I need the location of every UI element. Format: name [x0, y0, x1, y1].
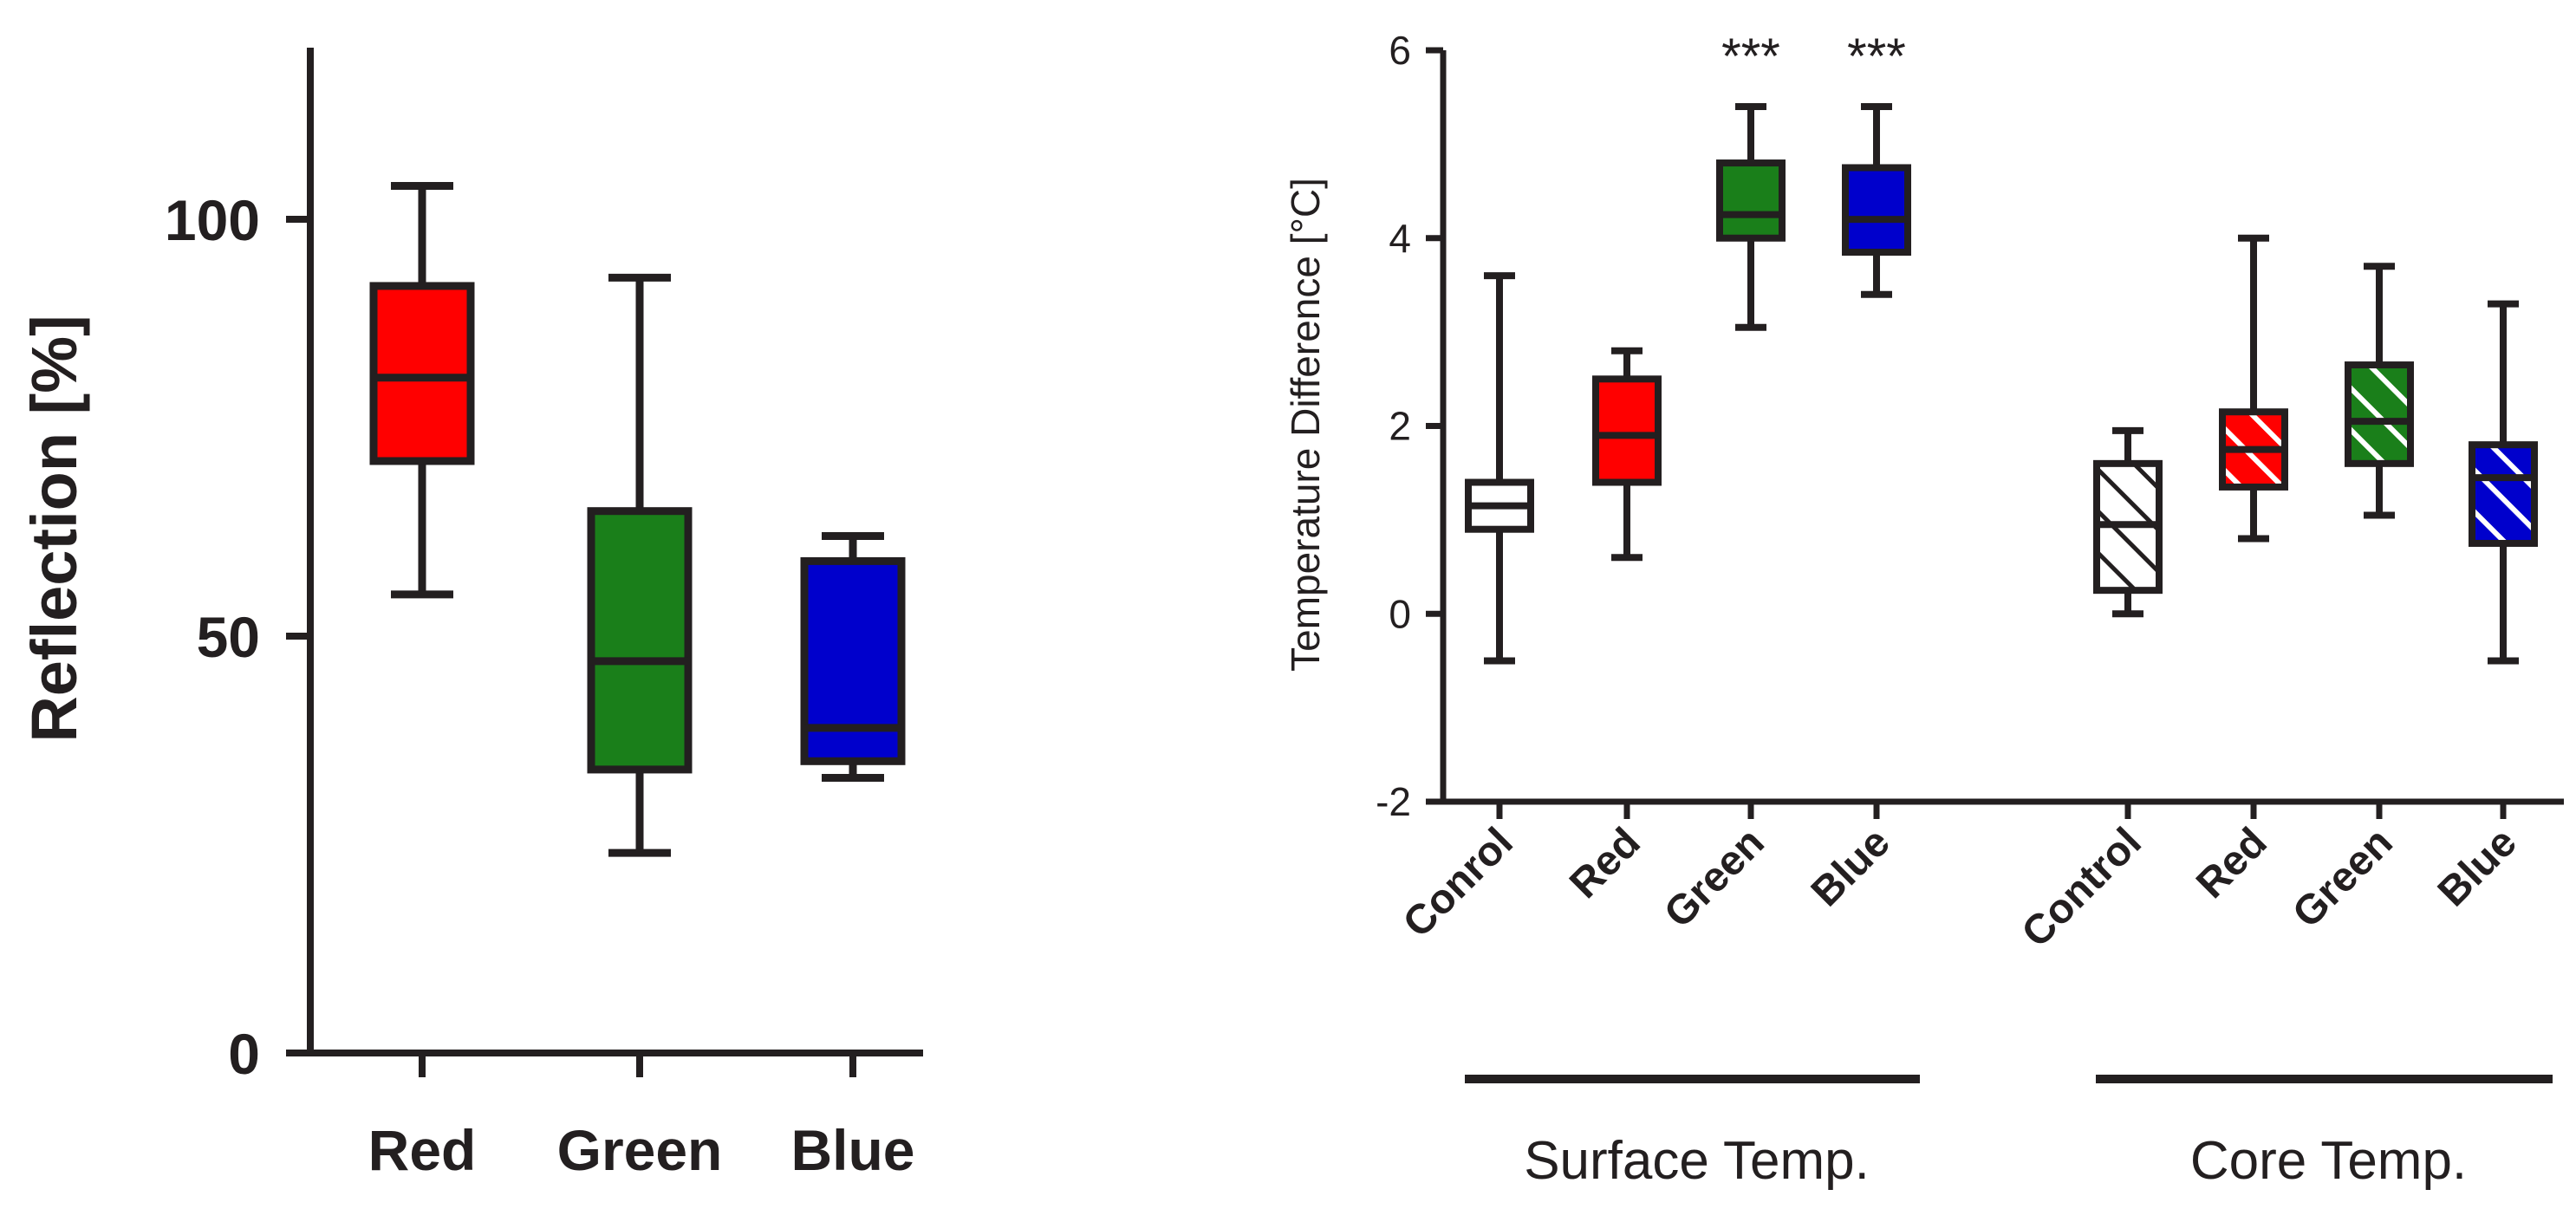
x-tick-label: Conrol [1395, 819, 1522, 946]
box-plot-red [369, 182, 475, 599]
box-outline [2469, 441, 2538, 547]
box-plot-green [2345, 263, 2414, 519]
box-iqr [591, 510, 688, 770]
group-label: Surface Temp. [1524, 1131, 1870, 1191]
box-outline [1842, 164, 1911, 257]
box-outline [2345, 361, 2414, 467]
x-tick-label: Green [2284, 819, 2402, 937]
box-plot-green [587, 273, 693, 857]
box-plot-blue [1842, 103, 1911, 298]
y-axis-label: Reflection [%] [18, 315, 90, 742]
box-outline [1592, 375, 1662, 486]
y-tick-label: 0 [228, 1022, 260, 1086]
box-plot-red [2219, 234, 2288, 543]
x-tick-label: Blue [1803, 819, 1899, 915]
group-label: Core Temp. [2190, 1131, 2467, 1191]
significance-annotation: *** [1847, 29, 1906, 85]
x-tick-label: Blue [790, 1118, 914, 1182]
box-plot-blue [2469, 300, 2538, 665]
box-outline [587, 507, 693, 774]
y-tick-label: 50 [197, 605, 260, 669]
box-plot-control [2093, 426, 2163, 618]
box-plot-conrol [1465, 272, 1534, 665]
reflection-chart: 0 50 100 Red Green Blue Reflection [%] [18, 48, 923, 1182]
box-plot-red [1592, 347, 1662, 562]
x-tick-label: Blue [2430, 819, 2526, 915]
y-axis-label: Temperature Difference [°C] [1283, 178, 1328, 672]
box-outline [800, 556, 906, 765]
y-tick-label: -2 [1376, 779, 1411, 824]
box-plot-green [1716, 103, 1786, 331]
x-tick-label: Red [368, 1118, 477, 1182]
box-hatch [2348, 365, 2410, 464]
box-outline [1716, 159, 1786, 242]
x-tick-label: Red [2188, 819, 2276, 907]
box-iqr [1720, 163, 1782, 238]
y-tick-label: 4 [1389, 216, 1411, 261]
y-tick-label: 100 [165, 188, 260, 252]
y-tick-label: 0 [1389, 591, 1411, 636]
box-iqr [1845, 167, 1908, 253]
x-tick-label: Green [557, 1118, 723, 1182]
box-plot-blue [800, 532, 906, 783]
box-iqr [1596, 379, 1658, 483]
box-iqr [374, 285, 471, 461]
x-tick-label: Red [1561, 819, 1649, 907]
x-tick-label: Control [2013, 819, 2150, 956]
box-outline [369, 282, 475, 465]
box-hatch [2472, 445, 2534, 543]
x-tick-label: Green [1656, 819, 1773, 937]
significance-annotation: *** [1721, 29, 1780, 85]
y-tick-label: 6 [1389, 28, 1411, 73]
y-tick-label: 2 [1389, 404, 1411, 449]
